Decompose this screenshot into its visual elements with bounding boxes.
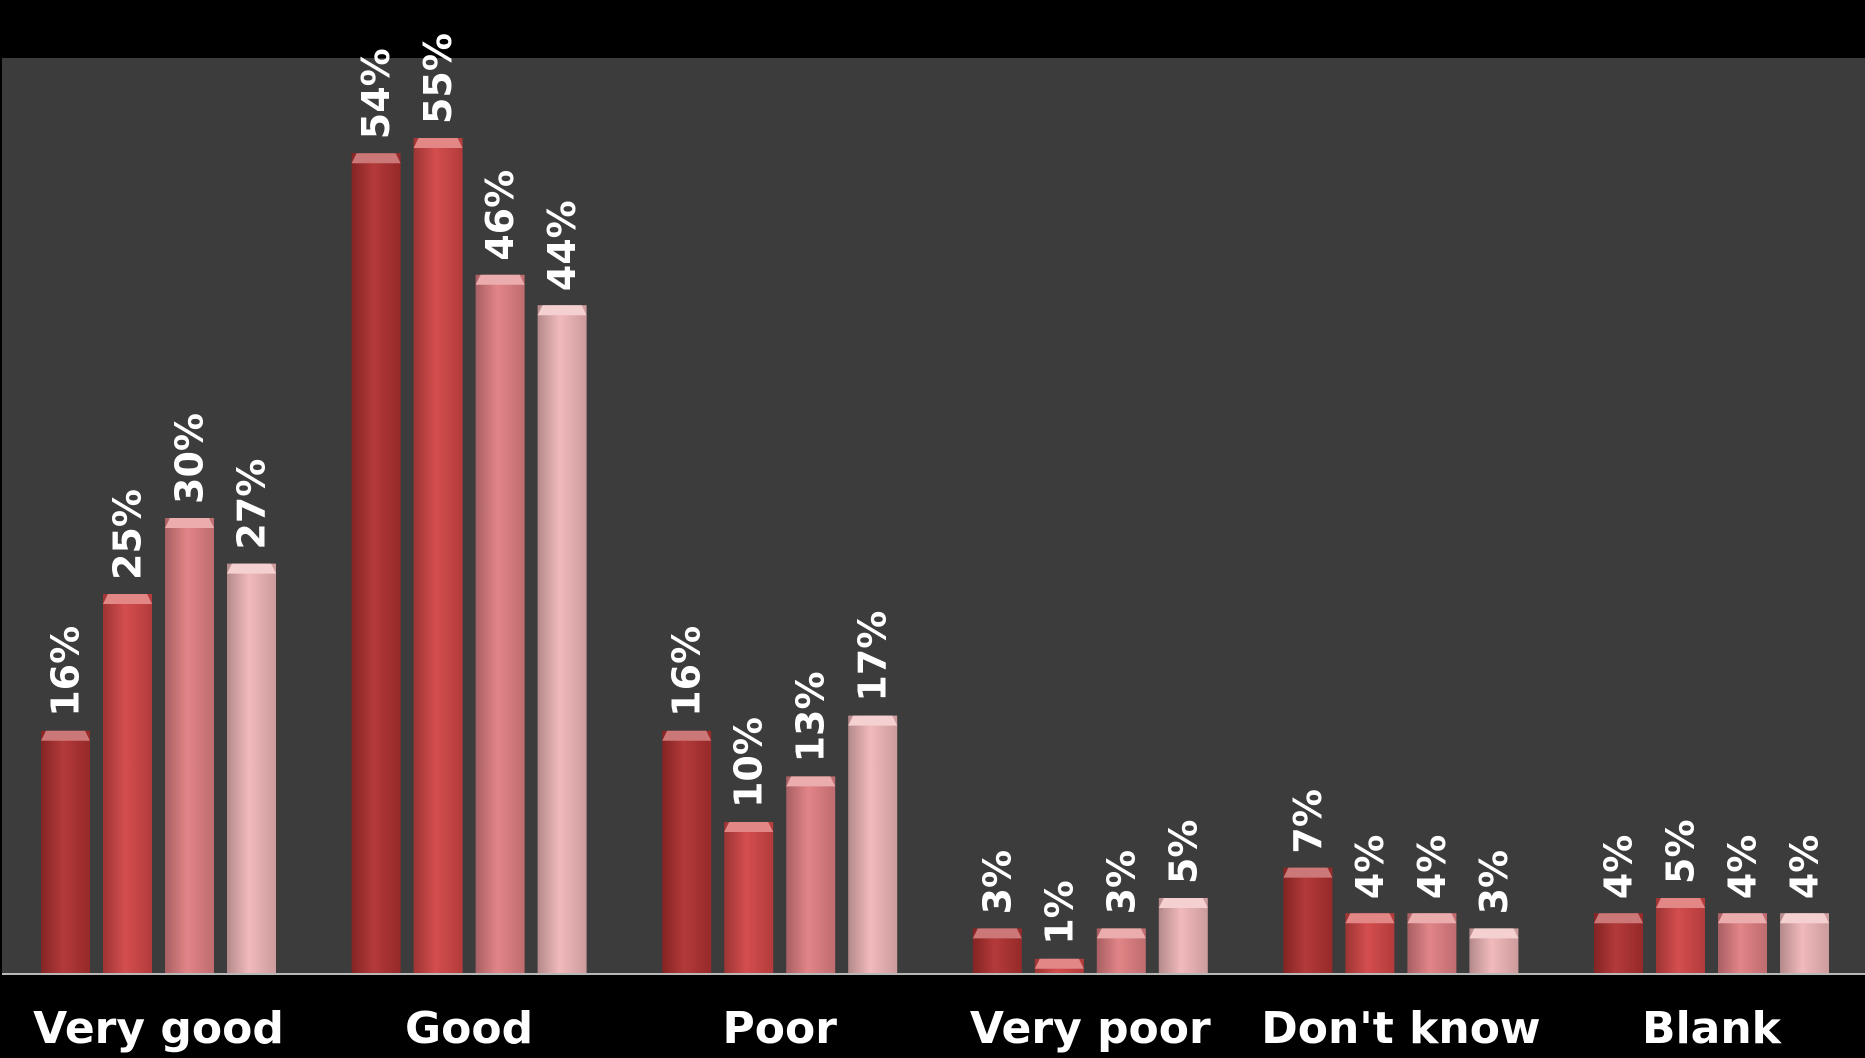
- category-label: Blank: [1642, 1003, 1783, 1054]
- value-label-0-1: 25%: [106, 489, 150, 580]
- value-label-0-0: 16%: [44, 626, 88, 717]
- value-label-1-2: 46%: [478, 170, 522, 261]
- value-label-5-2: 4%: [1721, 835, 1765, 900]
- bar-cap-0-3: [227, 563, 276, 574]
- value-label-4-1: 4%: [1348, 835, 1392, 900]
- value-label-2-1: 10%: [727, 717, 771, 808]
- value-label-2-0: 16%: [665, 626, 709, 717]
- category-label: Poor: [722, 1003, 837, 1054]
- bar-2-0: [662, 730, 712, 974]
- bar-cap-2-1: [724, 822, 774, 832]
- bars-layer: [41, 138, 1829, 974]
- value-labels-layer: 16% 25% 30% 27% 54% 55% 46% 44% 16% 10% 13% 17% 3% 1%…: [44, 33, 1827, 945]
- value-label-0-2: 30%: [168, 413, 212, 504]
- bar-1-1: [413, 138, 463, 974]
- bar-2-1: [724, 822, 774, 974]
- bar-cap-2-3: [848, 715, 898, 726]
- bar-cap-3-1: [1034, 958, 1084, 969]
- bar-cap-1-3: [537, 305, 587, 316]
- bar-cap-0-2: [165, 518, 214, 528]
- bar-cap-4-0: [1283, 867, 1333, 878]
- value-label-3-1: 1%: [1037, 880, 1081, 945]
- value-label-0-3: 27%: [230, 459, 274, 550]
- bar-0-2: [165, 518, 214, 974]
- bar-cap-1-2: [475, 274, 525, 285]
- bar-5-1: [1656, 898, 1705, 974]
- bar-cap-5-1: [1656, 898, 1705, 908]
- value-label-5-3: 4%: [1783, 835, 1827, 900]
- bar-cap-5-2: [1718, 913, 1767, 924]
- value-label-3-0: 3%: [975, 850, 1019, 915]
- bar-5-2: [1718, 913, 1767, 974]
- bar-4-2: [1407, 913, 1457, 974]
- plot-area: [2, 58, 1865, 974]
- category-labels-layer: Very good Good Poor Very poor Don't know Blan…: [33, 1003, 1783, 1054]
- value-label-4-0: 7%: [1286, 789, 1330, 854]
- category-label: Good: [405, 1003, 533, 1054]
- bar-0-3: [227, 563, 276, 974]
- value-label-5-0: 4%: [1597, 835, 1641, 900]
- bar-2-3: [848, 715, 898, 974]
- bar-cap-1-1: [413, 138, 463, 148]
- bar-cap-2-0: [662, 730, 712, 741]
- bar-1-3: [537, 305, 587, 974]
- value-label-4-2: 4%: [1410, 835, 1454, 900]
- bar-cap-5-0: [1594, 913, 1643, 924]
- category-label: Don't know: [1261, 1003, 1540, 1054]
- bar-cap-3-3: [1158, 898, 1208, 908]
- value-label-1-1: 55%: [416, 33, 460, 124]
- value-label-4-3: 3%: [1472, 850, 1516, 915]
- bar-cap-4-2: [1407, 913, 1457, 924]
- bar-cap-4-3: [1469, 928, 1519, 939]
- bar-cap-3-0: [972, 928, 1022, 939]
- value-label-3-3: 5%: [1161, 819, 1205, 884]
- bar-5-0: [1594, 913, 1643, 974]
- value-label-1-3: 44%: [540, 200, 584, 291]
- bar-cap-2-2: [786, 776, 836, 787]
- bar-cap-3-2: [1096, 928, 1146, 939]
- bar-cap-0-1: [103, 594, 152, 604]
- category-label: Very poor: [970, 1003, 1211, 1054]
- bar-5-3: [1780, 913, 1829, 974]
- bar-cap-5-3: [1780, 913, 1829, 924]
- value-label-2-2: 13%: [789, 671, 833, 762]
- bar-2-2: [786, 776, 836, 974]
- category-label: Very good: [33, 1003, 284, 1054]
- bar-0-1: [103, 594, 152, 974]
- bar-cap-0-0: [41, 730, 90, 741]
- bar-4-0: [1283, 867, 1333, 974]
- bar-1-2: [475, 274, 525, 974]
- value-label-1-0: 54%: [354, 48, 398, 139]
- bar-3-3: [1158, 898, 1208, 974]
- bar-0-0: [41, 730, 90, 974]
- bar-1-0: [351, 153, 401, 974]
- value-label-5-1: 5%: [1659, 819, 1703, 884]
- value-label-2-3: 17%: [851, 611, 895, 702]
- bar-cap-1-0: [351, 153, 401, 164]
- value-label-3-2: 3%: [1099, 850, 1143, 915]
- bar-4-1: [1345, 913, 1395, 974]
- bar-cap-4-1: [1345, 913, 1395, 924]
